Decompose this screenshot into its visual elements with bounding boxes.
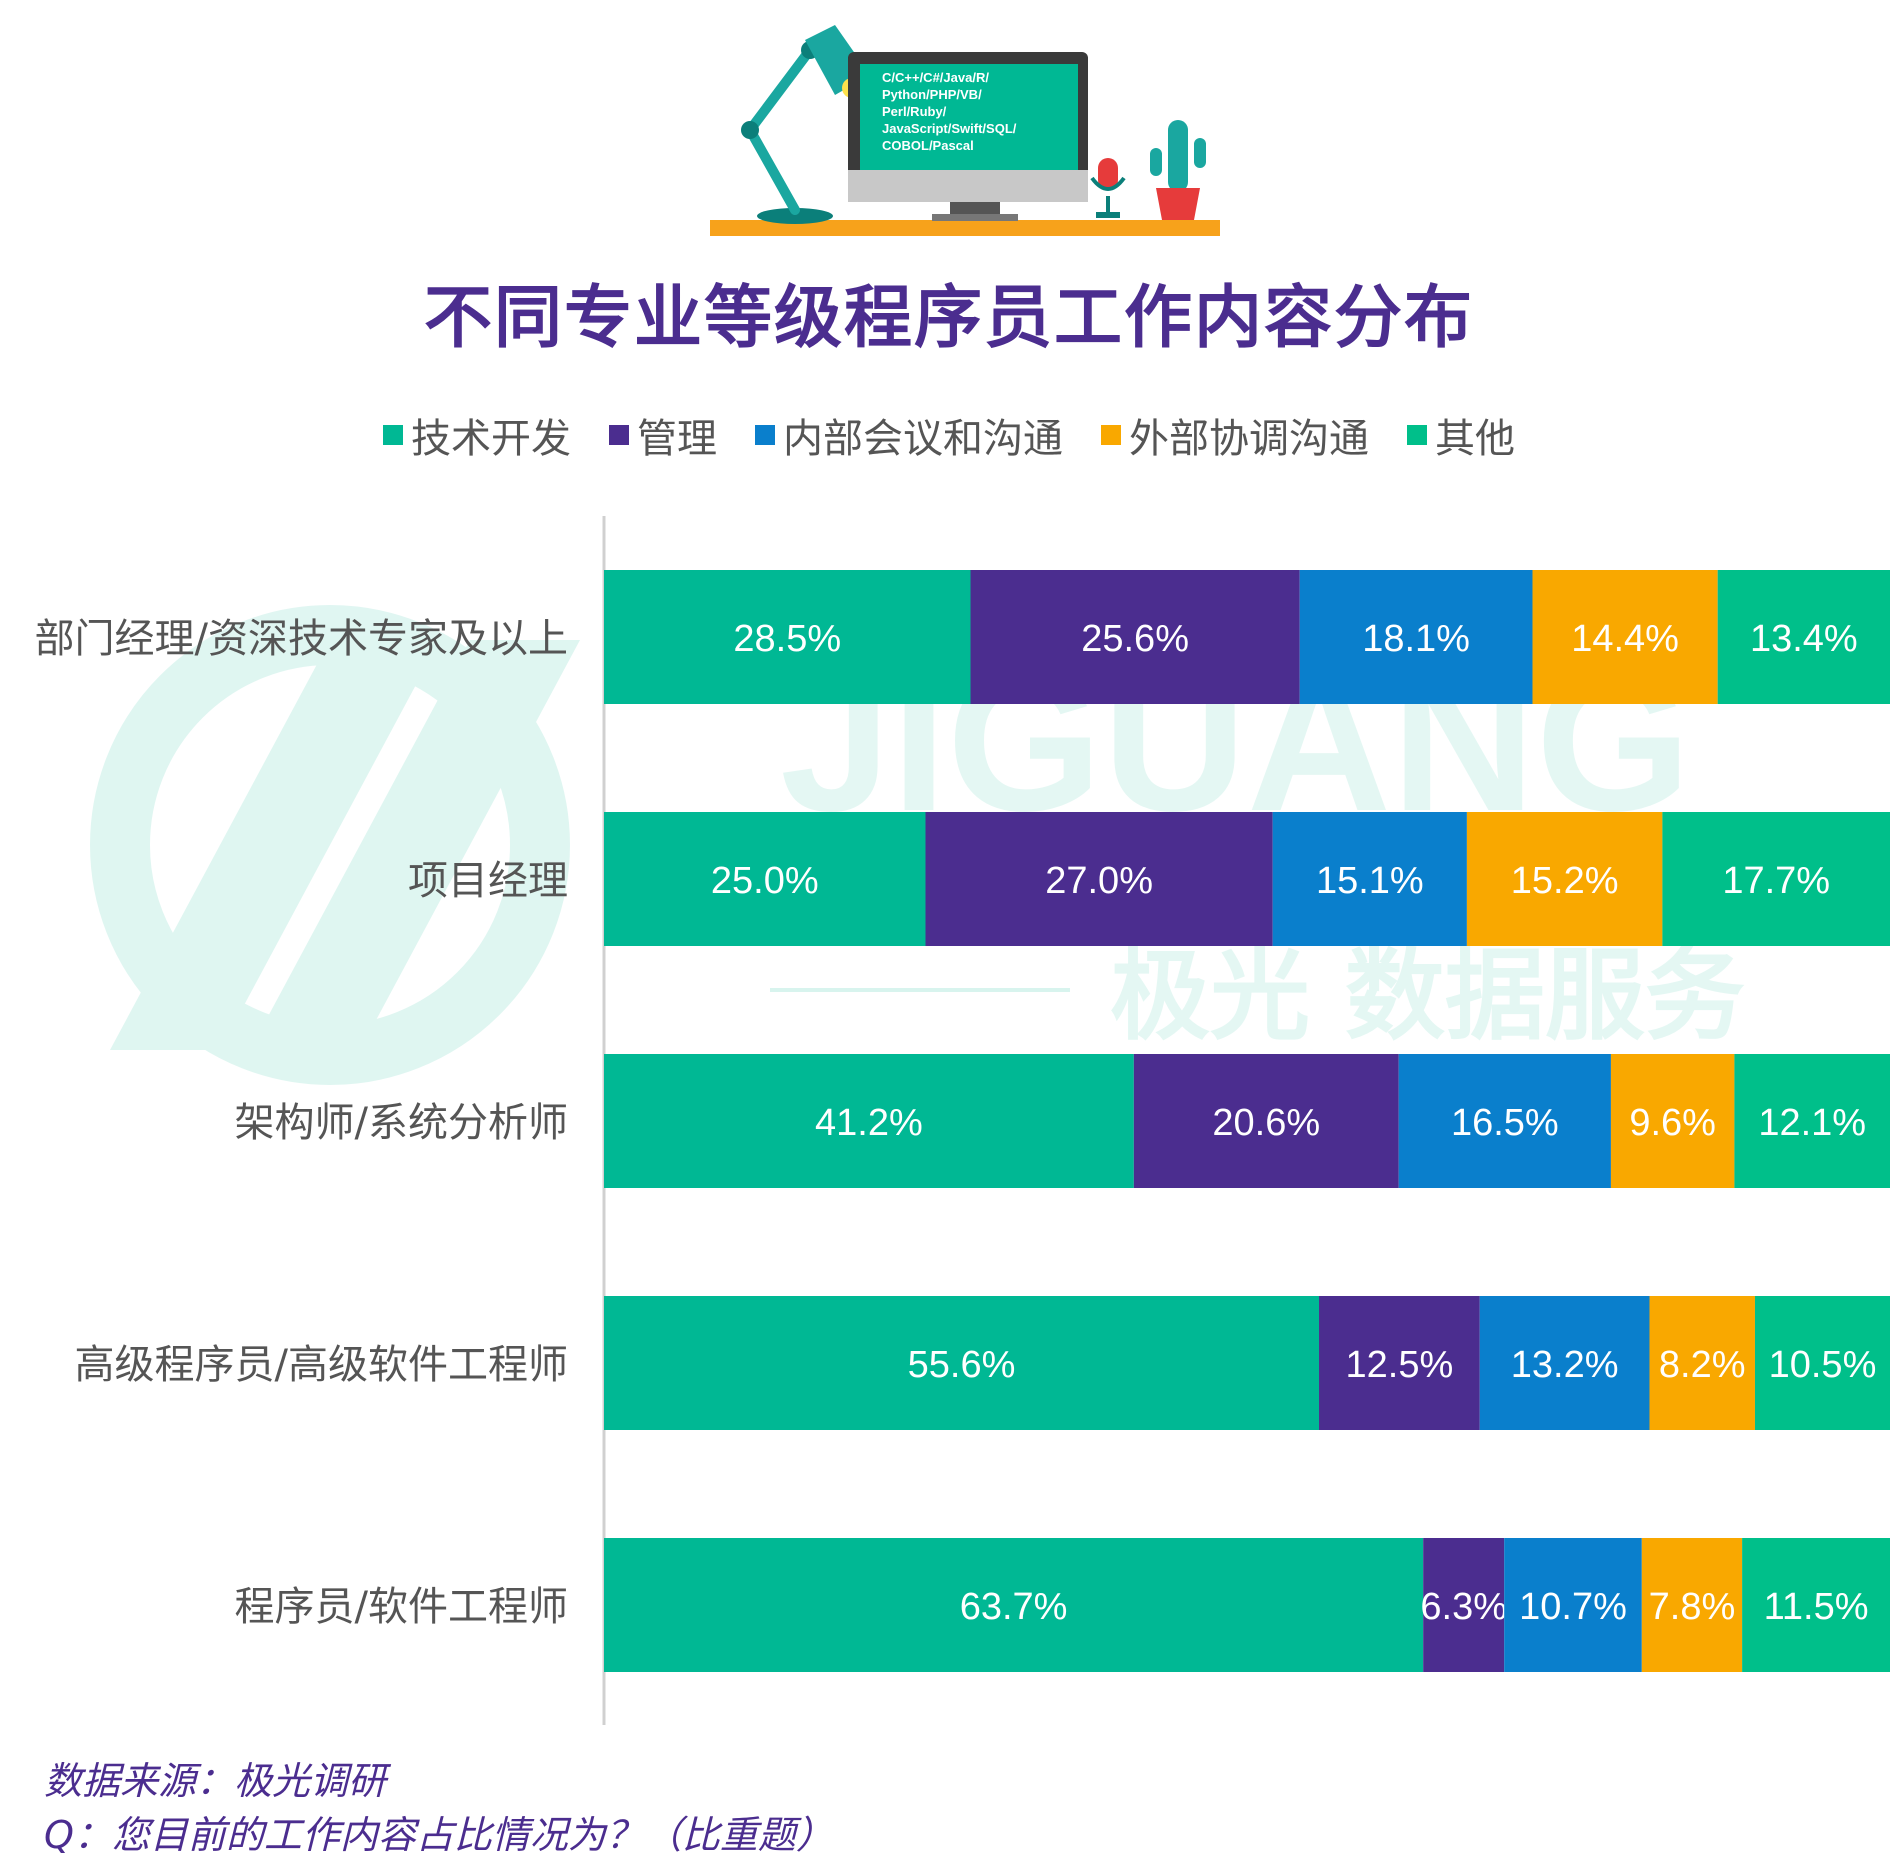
data-label: 10.5% (1769, 1344, 1877, 1386)
data-label: 20.6% (1212, 1102, 1320, 1144)
data-label: 25.0% (711, 860, 819, 902)
bar-segment (1610, 1054, 1735, 1188)
code-line-2: Python/PHP/VB/ (882, 87, 982, 102)
data-label: 14.4% (1571, 618, 1679, 660)
data-label: 11.5% (1764, 1586, 1869, 1628)
bar-segment (1398, 1054, 1611, 1188)
cactus-icon (1150, 120, 1206, 220)
bar-segment (604, 812, 926, 946)
data-label: 55.6% (908, 1344, 1016, 1386)
bar-segment (1466, 812, 1663, 946)
category-label: 高级程序员/高级软件工程师 (75, 1342, 568, 1388)
data-label: 18.1% (1362, 618, 1470, 660)
data-label: 13.4% (1750, 618, 1858, 660)
data-label: 27.0% (1045, 860, 1153, 902)
microphone-icon (1090, 158, 1126, 218)
question-note: Q：您目前的工作内容占比情况为？（比重题） (44, 1813, 834, 1857)
legend-item: 内部会议和沟通 (755, 406, 1063, 464)
bar-segment (1662, 812, 1890, 946)
data-label: 41.2% (815, 1102, 923, 1144)
bar-segment (604, 1296, 1320, 1430)
legend-swatch (609, 425, 629, 445)
bar-segment (1754, 1296, 1890, 1430)
code-line-3: Perl/Ruby/ (882, 104, 947, 119)
stacked-bar-chart: 部门经理/资深技术专家及以上 28.5% 25.6% 18.1% 14.4% 13.4% 项… (35, 516, 1890, 1725)
legend-item: 外部协调沟通 (1101, 406, 1369, 464)
bar-segment (1742, 1538, 1890, 1672)
bar-segment (970, 570, 1300, 704)
category-label: 部门经理/资深技术专家及以上 (35, 616, 568, 662)
bar-segment (604, 1054, 1134, 1188)
data-label: 13.2% (1511, 1344, 1619, 1386)
bar-segment (1504, 1538, 1642, 1672)
data-label: 28.5% (733, 618, 841, 660)
chart-legend: 技术开发 管理 内部会议和沟通 外部协调沟通 其他 (0, 407, 1898, 463)
legend-swatch (383, 425, 403, 445)
data-label: 63.7% (960, 1586, 1068, 1628)
bar-segment (1299, 570, 1533, 704)
bar-segment (925, 812, 1273, 946)
data-label: 12.5% (1346, 1344, 1454, 1386)
data-label: 12.1% (1758, 1102, 1866, 1144)
legend-swatch (755, 425, 775, 445)
data-label: 25.6% (1081, 618, 1189, 660)
bar-segment (1319, 1296, 1480, 1430)
code-line-1: C/C++/C#/Java/R/ (882, 70, 989, 85)
bar-segment (1272, 812, 1467, 946)
legend-label: 技术开发 (411, 416, 571, 462)
legend-label: 外部协调沟通 (1129, 416, 1369, 462)
bar-segment (1479, 1296, 1650, 1430)
code-line-5: COBOL/Pascal (882, 138, 974, 153)
category-label: 程序员/软件工程师 (235, 1584, 568, 1630)
data-label: 6.3% (1420, 1586, 1507, 1628)
data-label: 10.7% (1519, 1586, 1627, 1628)
bar-segment (1649, 1296, 1755, 1430)
category-label: 架构师/系统分析师 (235, 1100, 568, 1146)
monitor-icon: C/C++/C#/Java/R/ Python/PHP/VB/ Perl/Rub… (848, 52, 1088, 221)
chart-title: 不同专业等级程序员工作内容分布 (423, 279, 1474, 358)
category-label: 项目经理 (408, 858, 568, 904)
legend-item: 技术开发 (383, 406, 571, 464)
data-label: 16.5% (1451, 1102, 1559, 1144)
data-label: 15.1% (1316, 860, 1424, 902)
legend-item: 管理 (609, 406, 717, 464)
legend-item: 其他 (1407, 406, 1515, 464)
bar-segment (1641, 1538, 1743, 1672)
bar-segment (1423, 1538, 1505, 1672)
bar-segment (1532, 570, 1718, 704)
bar-segment (1133, 1054, 1399, 1188)
data-label: 7.8% (1649, 1586, 1736, 1628)
bar-segment (604, 570, 971, 704)
desk-surface (710, 220, 1220, 236)
source-note: 数据来源：极光调研 (44, 1759, 387, 1803)
data-label: 8.2% (1659, 1344, 1746, 1386)
bar-segment (604, 1538, 1424, 1672)
data-label: 15.2% (1511, 860, 1619, 902)
legend-label: 管理 (637, 416, 717, 462)
data-label: 9.6% (1629, 1102, 1716, 1144)
bar-segment (1734, 1054, 1890, 1188)
legend-swatch (1407, 425, 1427, 445)
bar-segment (1717, 570, 1890, 704)
desk-illustration: C/C++/C#/Java/R/ Python/PHP/VB/ Perl/Rub… (710, 25, 1220, 236)
legend-label: 内部会议和沟通 (783, 416, 1063, 462)
legend-swatch (1101, 425, 1121, 445)
code-line-4: JavaScript/Swift/SQL/ (882, 121, 1017, 136)
legend-label: 其他 (1435, 416, 1515, 462)
data-label: 17.7% (1722, 860, 1830, 902)
